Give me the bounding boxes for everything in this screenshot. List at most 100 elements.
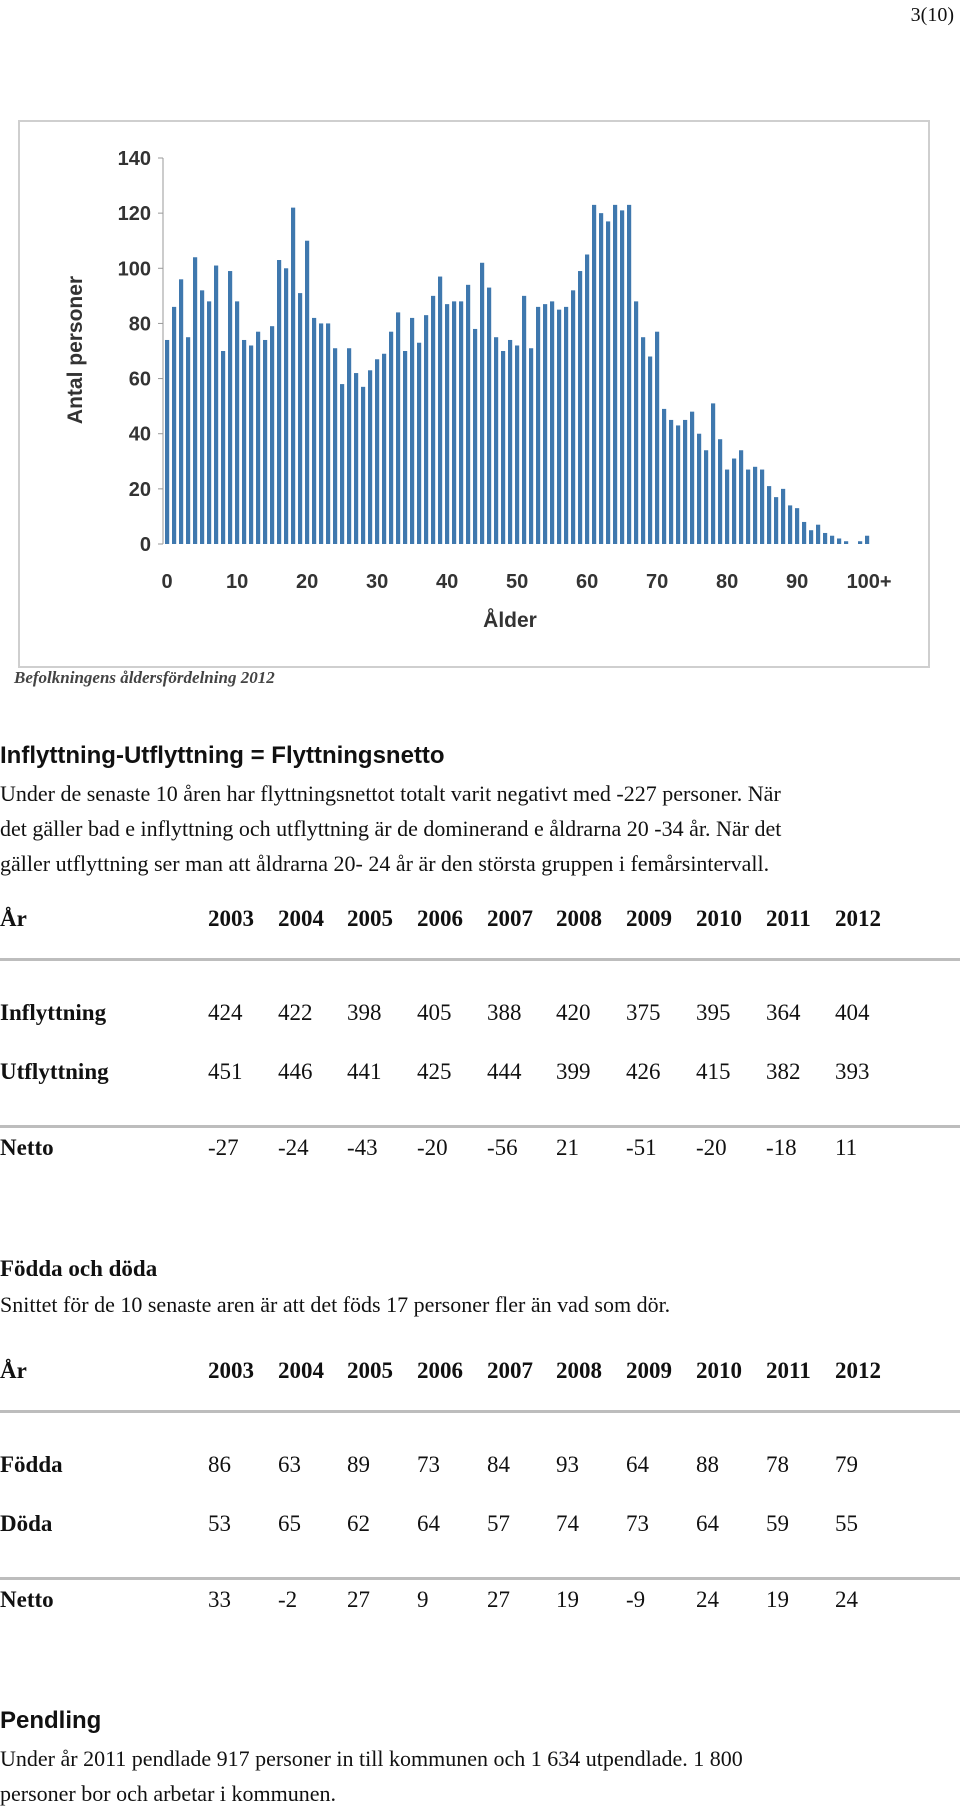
age-bar	[725, 469, 730, 544]
table-divider	[0, 1410, 960, 1413]
age-bar	[564, 306, 569, 544]
migration-heading: Inflyttning-Utflyttning = Flyttningsnett…	[0, 742, 445, 769]
age-bar	[487, 287, 492, 544]
age-bar	[809, 530, 814, 544]
table-divider	[0, 1125, 960, 1128]
d-da-row-cell: 64	[696, 1511, 719, 1536]
age-bar	[571, 290, 576, 544]
inflyttning-row-cell: 422	[278, 1000, 313, 1025]
net-row-cell: 19	[556, 1587, 579, 1612]
net-row-cell: 21	[556, 1135, 579, 1160]
age-bar	[690, 411, 695, 544]
age-bar	[382, 353, 387, 544]
age-bar	[676, 425, 681, 544]
age-bar	[417, 342, 422, 544]
net-row-cell: -24	[278, 1135, 309, 1160]
age-bar	[354, 373, 359, 544]
age-bar	[613, 204, 618, 544]
inflyttning-row-cell: 424	[208, 1000, 243, 1025]
age-bar	[396, 312, 401, 544]
d-da-row-cell: 64	[417, 1511, 440, 1536]
year-header-row-cell: 2006	[417, 1358, 463, 1383]
age-bar	[753, 466, 758, 544]
y-tick-label: 0	[140, 534, 151, 556]
age-bar	[823, 532, 828, 544]
age-bar	[774, 497, 779, 544]
commuting-heading: Pendling	[0, 1707, 102, 1734]
d-da-row-cell: 59	[766, 1511, 789, 1536]
age-bar	[627, 204, 632, 544]
d-da-row-cell: 53	[208, 1511, 231, 1536]
births-deaths-heading: Födda och döda	[0, 1256, 158, 1281]
migration-paragraph-line: gäller utflyttning ser man att åldrarna …	[0, 851, 770, 876]
f-dda-row-cell: 89	[347, 1452, 370, 1477]
age-bar	[844, 541, 849, 544]
age-bar	[816, 524, 821, 544]
inflyttning-row-cell: 405	[417, 1000, 452, 1025]
age-bar	[802, 521, 807, 544]
age-bar	[445, 304, 450, 544]
f-dda-row-cell: 88	[696, 1452, 719, 1477]
table-divider	[0, 1577, 960, 1580]
utflyttning-row-cell: 451	[208, 1059, 243, 1084]
d-da-row-cell: 74	[556, 1511, 579, 1536]
age-bar	[760, 469, 765, 544]
f-dda-row-cell: 79	[835, 1452, 858, 1477]
age-bar	[767, 486, 772, 544]
age-bar	[368, 370, 373, 544]
age-distribution-chart: 0 20 40 60 80 100 120 140 0 10 20 30 40 50 60 70 80 90 100…	[18, 120, 930, 668]
net-row-cell: -51	[626, 1135, 657, 1160]
age-bar	[746, 469, 751, 544]
age-bar	[837, 538, 842, 544]
net-row-cell: -43	[347, 1135, 378, 1160]
net-row: Netto 33 -2 27 9 27 19 -9 24 19 24	[0, 1587, 960, 1617]
age-bar	[431, 295, 436, 544]
year-header-row-cell: 2004	[278, 906, 324, 931]
age-bar	[424, 315, 429, 544]
y-tick-label: 120	[118, 203, 151, 225]
age-bar	[284, 268, 289, 544]
y-tick-label: 80	[129, 313, 151, 335]
net-row-cell: 24	[696, 1587, 719, 1612]
year-header-row-cell: 2007	[487, 1358, 533, 1383]
age-bar	[459, 301, 464, 544]
utflyttning-row-label: Utflyttning	[0, 1059, 109, 1084]
age-bar	[172, 306, 177, 544]
net-row-cell: 27	[487, 1587, 510, 1612]
age-bar	[277, 260, 282, 544]
migration-paragraph-line: Under de senaste 10 åren har flyttningsn…	[0, 781, 781, 806]
age-bar	[662, 408, 667, 544]
d-da-row-cell: 55	[835, 1511, 858, 1536]
age-bar	[515, 345, 520, 544]
x-tick-label: 20	[296, 571, 318, 593]
inflyttning-row-cell: 404	[835, 1000, 870, 1025]
age-bar	[508, 339, 513, 544]
age-bar	[214, 265, 219, 544]
inflyttning-row-cell: 420	[556, 1000, 591, 1025]
age-bar	[634, 301, 639, 544]
net-row-cell: 33	[208, 1587, 231, 1612]
year-header-row-cell: 2003	[208, 906, 254, 931]
age-bar	[193, 257, 198, 544]
age-bar	[648, 356, 653, 544]
year-header-row-cell: 2005	[347, 906, 393, 931]
age-bar	[599, 213, 604, 544]
y-tick-label: 100	[118, 258, 151, 280]
x-tick-label: 0	[162, 571, 173, 593]
age-bar	[536, 306, 541, 544]
d-da-row-cell: 57	[487, 1511, 510, 1536]
age-bar	[620, 210, 625, 544]
year-header-row-cell: 2011	[766, 906, 811, 931]
age-bar	[592, 204, 597, 544]
year-header-row-cell: 2008	[556, 1358, 602, 1383]
year-header-row-cell: 2008	[556, 906, 602, 931]
f-dda-row-cell: 63	[278, 1452, 301, 1477]
inflyttning-row-cell: 375	[626, 1000, 661, 1025]
net-row-cell: -9	[626, 1587, 646, 1612]
age-bar	[466, 284, 471, 544]
commuting-paragraph-line: Under år 2011 pendlade 917 personer in t…	[0, 1746, 743, 1771]
births-deaths-paragraph-line: Snittet för de 10 senaste aren är att de…	[0, 1292, 671, 1317]
d-da-row: Döda 53 65 62 64 57 74 73 64 59 55	[0, 1511, 960, 1541]
net-row: Netto -27 -24 -43 -20 -56 21 -51 -20 -18 11	[0, 1135, 960, 1165]
age-bar	[550, 301, 555, 544]
